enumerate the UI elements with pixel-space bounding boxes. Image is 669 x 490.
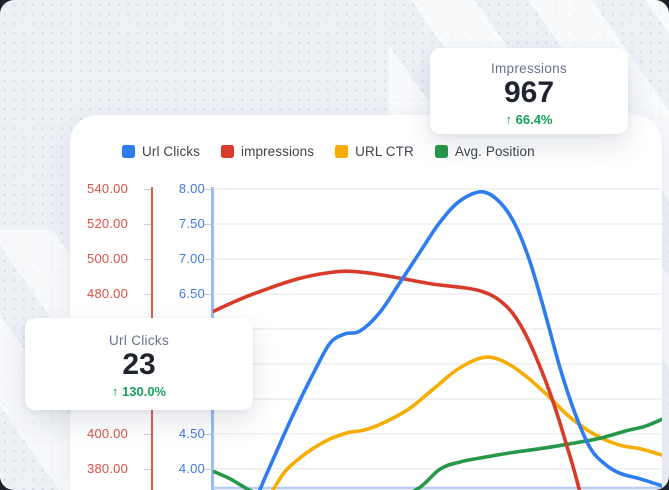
left-axis-tick-label: 380.00 <box>87 461 128 476</box>
left-axis-tick-mark <box>144 468 151 470</box>
legend-label: URL CTR <box>355 144 414 159</box>
right-axis-tick-label: 7.50 <box>178 216 205 231</box>
legend-swatch-icon <box>335 145 349 158</box>
series-line-url-ctr[interactable] <box>265 355 662 490</box>
legend-label: Avg. Position <box>454 144 535 159</box>
left-axis-tick-mark <box>144 293 151 295</box>
legend-item-url-ctr[interactable]: URL CTR <box>335 144 414 159</box>
right-axis-tick-label: 7.00 <box>178 251 205 266</box>
stat-card-impressions: Impressions 967 ↑ 66.4% <box>430 48 628 134</box>
stat-title: Impressions <box>490 61 568 76</box>
left-axis-tick-label: 500.00 <box>87 251 128 266</box>
stat-change-percent: 66.4% <box>515 111 553 127</box>
left-axis-tick-label: 540.00 <box>87 181 128 196</box>
series-line-url-clicks[interactable] <box>251 190 662 490</box>
left-axis-tick-mark <box>144 433 151 435</box>
legend-item-avg-position[interactable]: Avg. Position <box>434 144 535 159</box>
left-axis-tick-label: 520.00 <box>87 216 128 231</box>
up-arrow-icon: ↑ <box>111 383 119 399</box>
right-axis-tick-mark <box>204 223 211 225</box>
right-axis-tick-label: 4.00 <box>178 461 205 476</box>
legend-label: Url Clicks <box>142 144 200 159</box>
right-axis-tick-label: 4.50 <box>178 426 205 441</box>
series-line-avg-position[interactable] <box>213 417 662 490</box>
left-axis-tick-mark <box>144 188 151 190</box>
left-axis-tick-label: 400.00 <box>87 426 128 441</box>
right-axis-tick-mark <box>204 293 211 295</box>
right-axis-tick-mark <box>204 468 211 470</box>
legend-item-impressions[interactable]: impressions <box>221 144 314 159</box>
legend-swatch-icon <box>122 145 135 158</box>
right-axis-tick-mark <box>204 188 211 190</box>
chart-card: Url Clicks impressions URL CTR Avg. Positio… <box>70 115 662 490</box>
stat-value: 23 <box>122 348 156 381</box>
chart-legend: Url Clicks impressions URL CTR Avg. Positio… <box>122 144 535 159</box>
legend-swatch-icon <box>434 145 448 158</box>
up-arrow-icon: ↑ <box>505 111 513 127</box>
right-axis-tick-mark <box>204 433 211 435</box>
left-axis-tick-label: 480.00 <box>87 286 128 301</box>
line-chart-plot-area[interactable] <box>213 115 662 490</box>
stat-change: ↑ 66.4% <box>430 112 628 127</box>
series-line-impressions[interactable] <box>213 269 582 490</box>
left-axis-tick-mark <box>144 258 151 260</box>
right-axis-tick-label: 8.00 <box>178 181 205 196</box>
left-axis-tick-mark <box>144 223 151 225</box>
legend-swatch-icon <box>221 145 234 158</box>
right-axis-tick-mark <box>204 258 211 260</box>
right-axis-tick-label: 6.50 <box>178 286 205 301</box>
stat-card-url-clicks: Url Clicks 23 ↑ 130.0% <box>25 318 253 410</box>
stat-change: ↑ 130.0% <box>25 384 253 399</box>
stat-value: 967 <box>503 76 555 109</box>
legend-label: impressions <box>241 144 315 159</box>
stat-change-percent: 130.0% <box>122 383 167 399</box>
stat-title: Url Clicks <box>109 333 169 348</box>
legend-item-url-clicks[interactable]: Url Clicks <box>122 144 200 159</box>
